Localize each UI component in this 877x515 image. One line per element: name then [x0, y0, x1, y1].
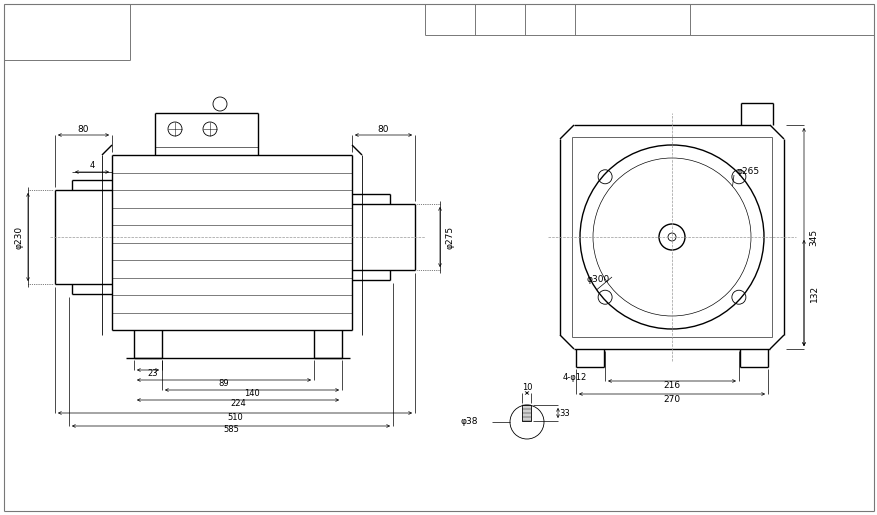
Text: 132: 132 [809, 284, 817, 302]
Text: 510: 510 [227, 413, 243, 421]
Text: 216: 216 [663, 382, 680, 390]
Bar [522, 405, 531, 421]
Text: 33: 33 [559, 408, 570, 418]
Text: 80: 80 [78, 125, 89, 133]
Text: 89: 89 [218, 380, 229, 388]
Text: φ265: φ265 [736, 167, 759, 177]
Text: 23: 23 [147, 369, 158, 379]
Text: 224: 224 [230, 400, 246, 408]
Text: 345: 345 [809, 229, 817, 246]
Text: 4-φ12: 4-φ12 [562, 372, 587, 382]
Text: 80: 80 [377, 125, 389, 133]
Text: 10: 10 [521, 384, 531, 392]
Text: φ300: φ300 [586, 276, 609, 284]
Text: 4: 4 [89, 161, 95, 169]
Text: 585: 585 [223, 425, 239, 435]
Text: φ38: φ38 [460, 418, 477, 426]
Text: 140: 140 [244, 389, 260, 399]
Text: φ230: φ230 [15, 226, 24, 249]
Text: 270: 270 [663, 394, 680, 403]
Text: φ275: φ275 [445, 226, 454, 249]
